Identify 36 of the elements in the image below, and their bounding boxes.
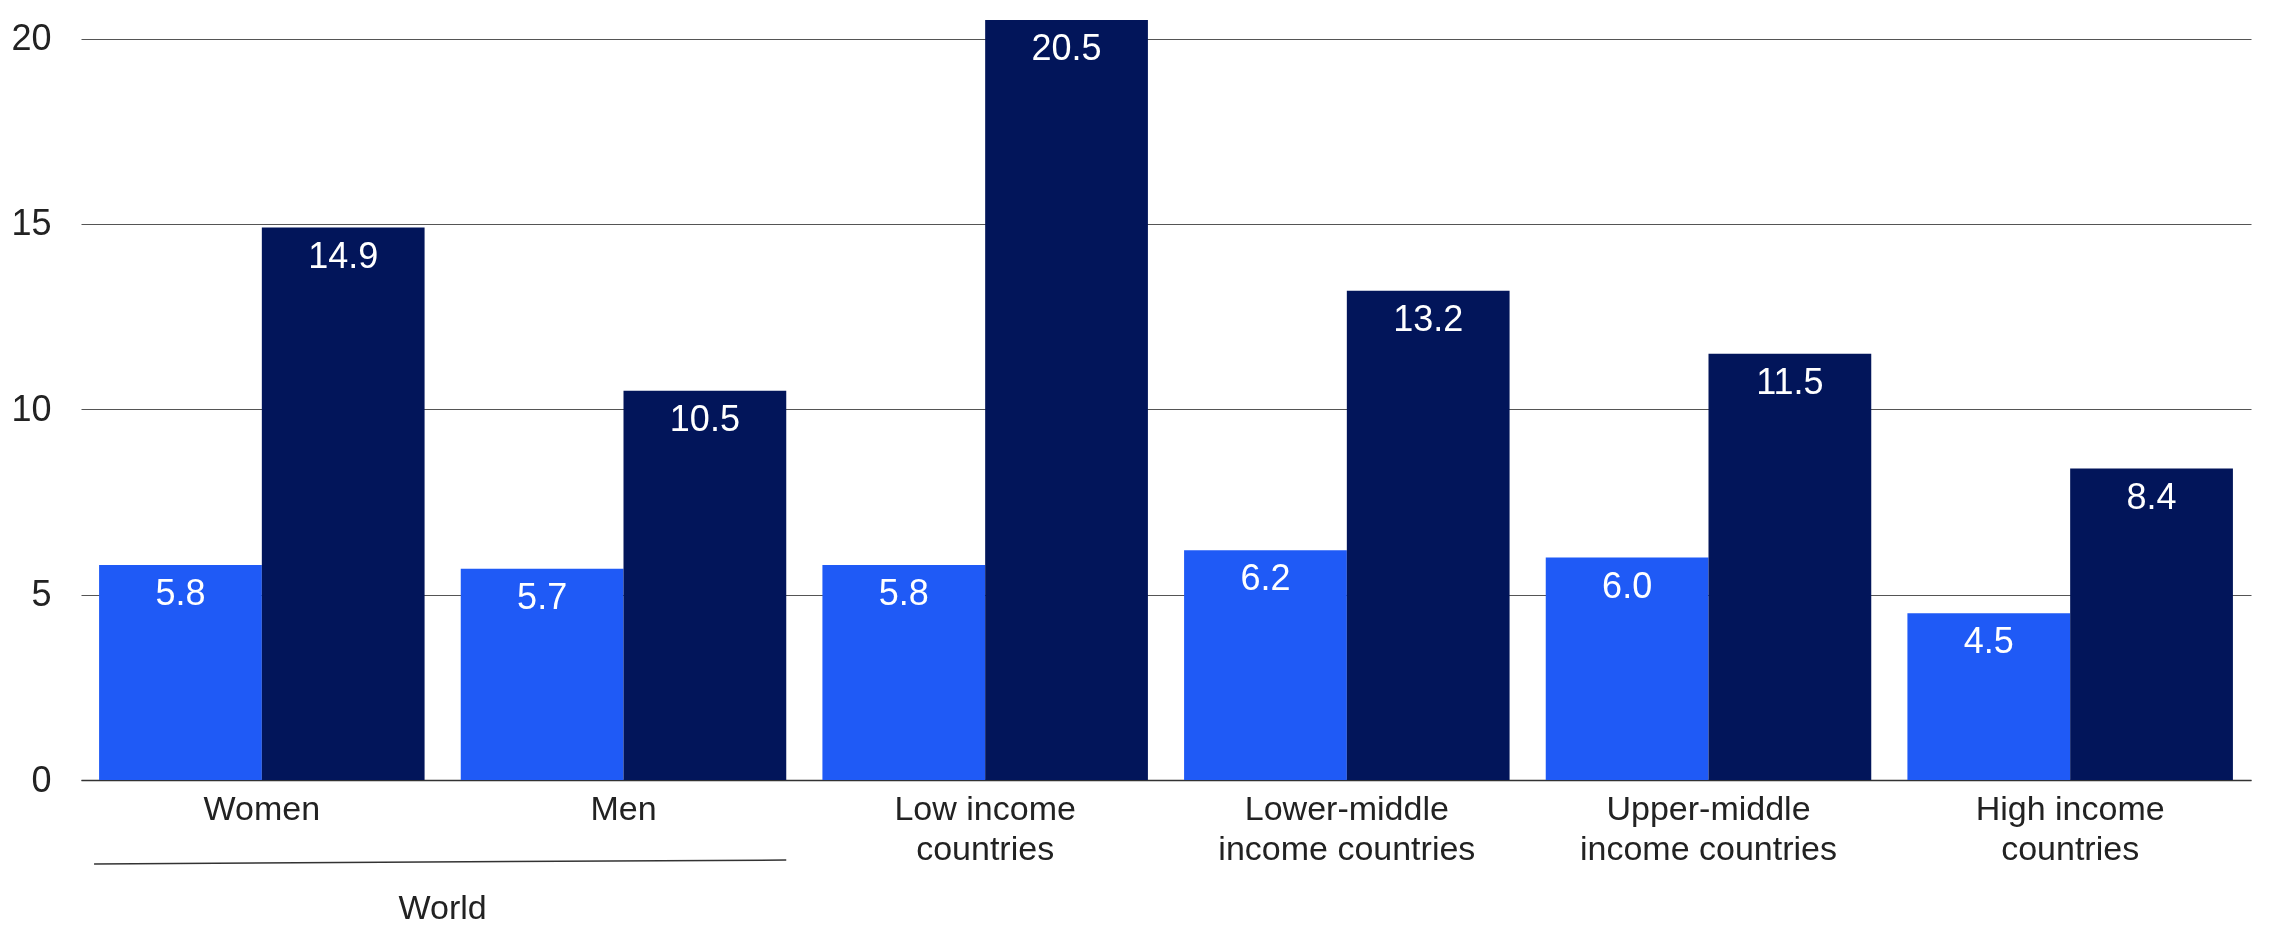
bar xyxy=(460,568,624,780)
x-tick-label: Men xyxy=(590,788,657,827)
bar xyxy=(1708,353,1872,780)
bar xyxy=(985,20,1148,780)
bar xyxy=(99,564,262,780)
data-label: 10.5 xyxy=(669,397,740,439)
data-label: 14.9 xyxy=(308,234,379,276)
x-tick-label: Low income countries xyxy=(894,788,1076,867)
y-tick-label: 5 xyxy=(31,573,52,615)
bar xyxy=(2070,468,2233,780)
x-tick-label: Lower-middle income countries xyxy=(1218,788,1476,867)
x-tick-label: Upper-middle income countries xyxy=(1579,788,1838,867)
data-label: 4.5 xyxy=(1963,620,2014,662)
data-label: 6.2 xyxy=(1240,557,1291,599)
bar xyxy=(1184,550,1347,780)
data-label: 13.2 xyxy=(1393,297,1464,339)
data-label: 5.8 xyxy=(878,571,929,613)
bar xyxy=(1545,557,1709,780)
data-label: 6.0 xyxy=(1602,564,1653,606)
text: World xyxy=(398,888,487,926)
bar xyxy=(1907,613,2071,780)
x-tick-label: High income countries xyxy=(1975,788,2165,867)
y-tick-label: 15 xyxy=(11,202,52,244)
bar xyxy=(623,390,787,780)
y-tick-label: 10 xyxy=(11,387,52,429)
data-label: 11.5 xyxy=(1756,360,1824,402)
data-label: 5.8 xyxy=(155,571,206,613)
data-label: 8.4 xyxy=(2126,475,2177,517)
x-tick-label: Women xyxy=(203,788,321,827)
bar xyxy=(822,564,986,780)
bar xyxy=(261,227,425,780)
bar xyxy=(1346,290,1510,780)
data-label: 20.5 xyxy=(1031,27,1102,68)
y-tick-label: 20 xyxy=(11,17,52,59)
data-label: 5.7 xyxy=(517,575,568,617)
y-tick-label: 0 xyxy=(31,758,52,800)
